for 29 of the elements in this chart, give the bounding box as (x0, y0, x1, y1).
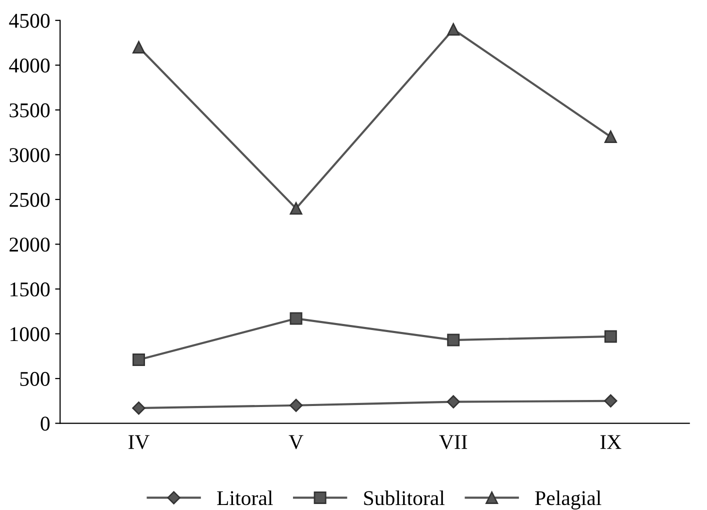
point (132, 41, 145, 54)
y-tick-label: 0 (40, 416, 50, 431)
point (132, 401, 146, 415)
point (447, 23, 460, 36)
point (604, 330, 617, 343)
x-tick-label: VII (439, 435, 468, 450)
y-tick-label: 4000 (9, 58, 50, 73)
y-tick-label: 4500 (9, 14, 50, 28)
point (290, 312, 302, 325)
y-tick-label: 3500 (10, 103, 50, 118)
legend-label: Pelagial (535, 490, 602, 510)
legend-label: Sublitoral (364, 490, 445, 506)
y-tick-label: 2500 (10, 192, 50, 207)
y-tick-label: 500 (20, 372, 50, 386)
point (446, 395, 460, 408)
x-tick-label: IV (128, 435, 150, 450)
point (289, 398, 303, 412)
y-tick-label: 2000 (10, 238, 50, 252)
point (604, 394, 618, 408)
x-tick-label: IX (600, 435, 622, 449)
legend-label: Litoral (217, 490, 273, 506)
point (447, 334, 460, 346)
x-tick-label: V (288, 435, 304, 450)
y-tick-label: 1500 (10, 282, 50, 296)
point (604, 130, 617, 144)
point (132, 353, 145, 366)
y-tick-label: 3000 (10, 148, 50, 162)
point (290, 202, 302, 215)
y-tick-label: 1000 (10, 327, 50, 342)
